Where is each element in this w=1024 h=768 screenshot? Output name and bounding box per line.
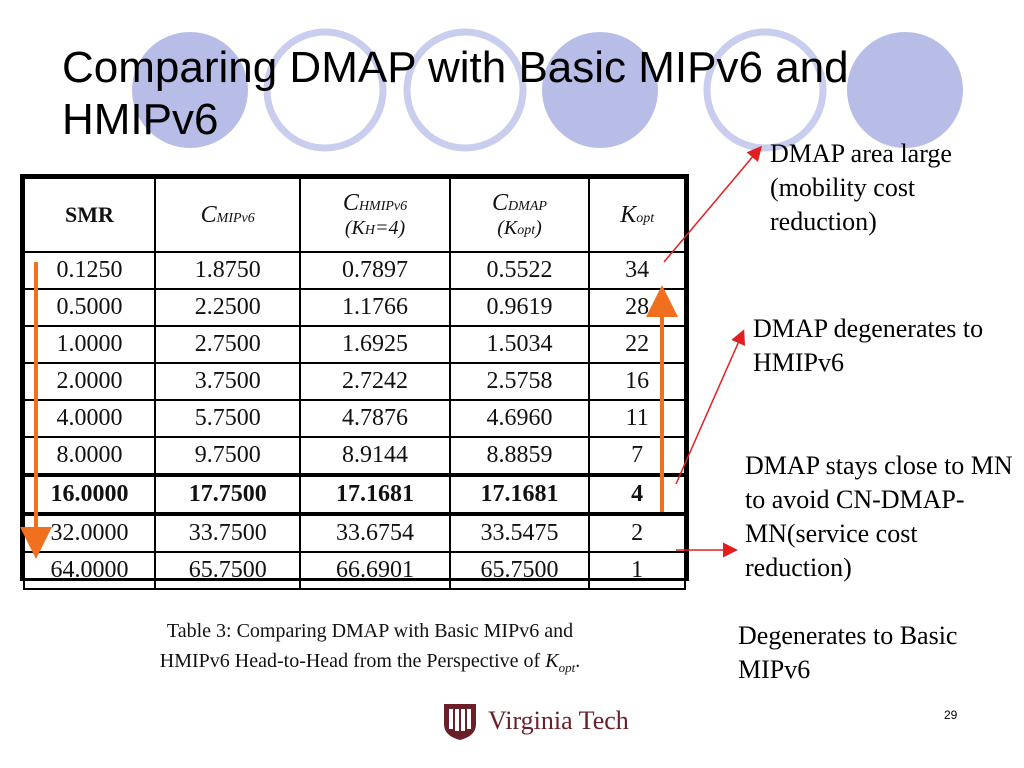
table-row: 32.0000 33.7500 33.6754 33.5475 2 — [23, 513, 686, 553]
cell-c-hmipv6: 1.1766 — [299, 288, 451, 327]
cell-c-dmap: 0.5522 — [448, 251, 591, 290]
cell-smr: 4.0000 — [23, 399, 156, 438]
table-caption: Table 3: Comparing DMAP with Basic MIPv6… — [70, 616, 670, 683]
cell-k-opt: 4 — [588, 473, 686, 516]
cell-k-opt: 11 — [588, 399, 686, 438]
cell-c-mipv6: 33.7500 — [153, 513, 302, 553]
slide-title: Comparing DMAP with Basic MIPv6 and HMIP… — [62, 43, 849, 144]
cell-c-hmipv6: 8.9144 — [299, 436, 451, 476]
cell-c-hmipv6: 1.6925 — [299, 325, 451, 364]
cell-k-opt: 28 — [588, 288, 686, 327]
cell-c-dmap: 4.6960 — [448, 399, 591, 438]
table-row: 8.0000 9.7500 8.9144 8.8859 7 — [23, 436, 686, 476]
header-c-mipv6: CMIPv6 — [153, 177, 302, 253]
cell-smr: 0.5000 — [23, 288, 156, 327]
cell-k-opt: 1 — [588, 551, 686, 590]
cell-smr: 64.0000 — [23, 551, 156, 590]
cell-smr: 8.0000 — [23, 436, 156, 476]
table-row: 4.0000 5.7500 4.7876 4.6960 11 — [23, 399, 686, 438]
table-row: 16.0000 17.7500 17.1681 17.1681 4 — [23, 473, 686, 516]
cell-c-hmipv6: 2.7242 — [299, 362, 451, 401]
cell-c-dmap: 0.9619 — [448, 288, 591, 327]
circle-3 — [403, 28, 527, 152]
circle-1 — [132, 32, 248, 148]
caption-line-2: HMIPv6 Head-to-Head from the Perspective… — [159, 650, 581, 675]
cell-c-mipv6: 2.2500 — [153, 288, 302, 327]
cell-c-dmap: 1.5034 — [448, 325, 591, 364]
cell-c-dmap: 8.8859 — [448, 436, 591, 476]
circle-2 — [263, 28, 387, 152]
circle-4 — [542, 32, 658, 148]
decorative-circles — [132, 28, 963, 152]
cell-smr: 2.0000 — [23, 362, 156, 401]
cell-c-mipv6: 1.8750 — [153, 251, 302, 290]
cell-smr: 16.0000 — [23, 473, 156, 516]
table-row: 1.0000 2.7500 1.6925 1.5034 22 — [23, 325, 686, 364]
table-header-row: SMR CMIPv6 CHMIPv6 (KH=4) CDMAP (Kopt) K… — [23, 177, 686, 253]
cell-k-opt: 34 — [588, 251, 686, 290]
table-row: 0.5000 2.2500 1.1766 0.9619 28 — [23, 288, 686, 327]
header-k-opt: Kopt — [588, 177, 686, 253]
cell-c-dmap: 65.7500 — [448, 551, 591, 590]
cell-c-dmap: 17.1681 — [448, 473, 591, 516]
comparison-table: SMR CMIPv6 CHMIPv6 (KH=4) CDMAP (Kopt) K… — [20, 174, 689, 590]
cell-c-mipv6: 2.7500 — [153, 325, 302, 364]
note-degenerates-basic: Degenerates to Basic MIPv6 — [738, 621, 958, 684]
cell-smr: 32.0000 — [23, 513, 156, 553]
cell-c-mipv6: 9.7500 — [153, 436, 302, 476]
cell-c-dmap: 2.5758 — [448, 362, 591, 401]
cell-c-hmipv6: 0.7897 — [299, 251, 451, 290]
cell-c-mipv6: 17.7500 — [153, 473, 302, 516]
cell-c-hmipv6: 33.6754 — [299, 513, 451, 553]
cell-k-opt: 16 — [588, 362, 686, 401]
note-dmap-degenerates: DMAP degenerates to HMIPv6 — [753, 314, 984, 377]
virginia-tech-logo: Virginia Tech — [440, 700, 640, 742]
cell-c-mipv6: 3.7500 — [153, 362, 302, 401]
logo-text: Virginia Tech — [488, 706, 629, 735]
cell-k-opt: 22 — [588, 325, 686, 364]
header-smr: SMR — [23, 177, 156, 253]
circle-6 — [847, 32, 963, 148]
cell-c-mipv6: 65.7500 — [153, 551, 302, 590]
note-dmap-area-large: DMAP area large (mobility cost reduction… — [770, 139, 952, 236]
table-row: 2.0000 3.7500 2.7242 2.5758 16 — [23, 362, 686, 401]
cell-k-opt: 7 — [588, 436, 686, 476]
caption-line-1: Table 3: Comparing DMAP with Basic MIPv6… — [166, 620, 574, 642]
cell-smr: 0.1250 — [23, 251, 156, 290]
virginia-tech-seal-icon — [444, 704, 476, 740]
table-row: 64.0000 65.7500 66.6901 65.7500 1 — [23, 551, 686, 590]
page-number: 29 — [944, 708, 958, 722]
header-c-hmipv6: CHMIPv6 (KH=4) — [299, 177, 451, 253]
note-dmap-stays-close: DMAP stays close to MN to avoid CN-DMAP-… — [745, 451, 1013, 582]
header-c-dmap: CDMAP (Kopt) — [448, 177, 591, 253]
cell-smr: 1.0000 — [23, 325, 156, 364]
circle-5 — [703, 28, 827, 152]
cell-k-opt: 2 — [588, 513, 686, 553]
cell-c-hmipv6: 4.7876 — [299, 399, 451, 438]
cell-c-dmap: 33.5475 — [448, 513, 591, 553]
cell-c-hmipv6: 17.1681 — [299, 473, 451, 516]
cell-c-hmipv6: 66.6901 — [299, 551, 451, 590]
cell-c-mipv6: 5.7500 — [153, 399, 302, 438]
table-row: 0.1250 1.8750 0.7897 0.5522 34 — [23, 251, 686, 290]
